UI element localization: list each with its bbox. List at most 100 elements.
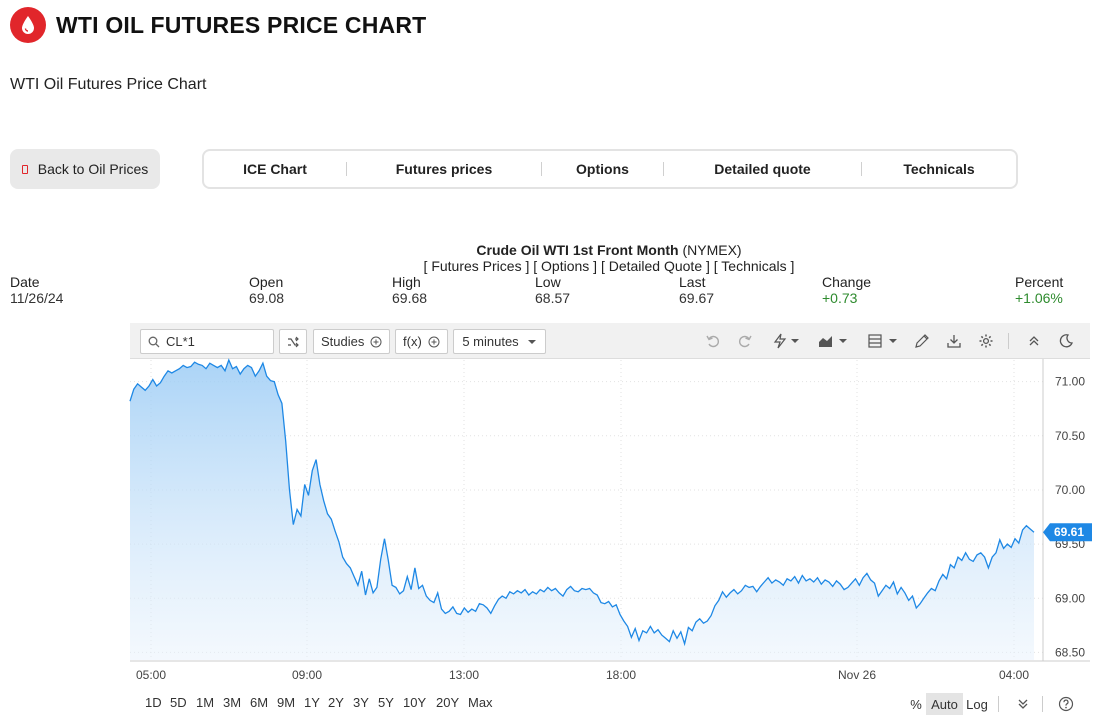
x-tick-label: 04:00 bbox=[999, 668, 1029, 682]
range-2y[interactable]: 2Y bbox=[328, 695, 344, 710]
tab-futures-prices[interactable]: Futures prices bbox=[395, 161, 493, 177]
date-label: Date bbox=[10, 274, 40, 290]
symbol-input[interactable] bbox=[166, 334, 261, 349]
interval-select[interactable]: 5 minutes bbox=[453, 329, 546, 354]
draw-pencil-icon[interactable] bbox=[911, 331, 933, 351]
range-selector: 1D 5D 1M 3M 6M 9M 1Y 2Y 3Y 5Y 10Y 20Y Ma… bbox=[130, 690, 1090, 718]
quote-percent: Percent +1.06% bbox=[1015, 274, 1063, 306]
range-5d[interactable]: 5D bbox=[170, 695, 187, 710]
price-line bbox=[129, 358, 1035, 647]
add-circle-icon bbox=[370, 336, 382, 347]
tab-technicals[interactable]: Technicals bbox=[903, 161, 975, 177]
range-divider bbox=[998, 696, 999, 712]
add-circle-icon bbox=[428, 336, 440, 347]
tab-ice-chart[interactable]: ICE Chart bbox=[243, 161, 307, 177]
x-tick-label: 09:00 bbox=[292, 668, 322, 682]
quote-high: High 69.68 bbox=[392, 274, 427, 306]
page-header: WTI OIL FUTURES PRICE CHART bbox=[10, 5, 426, 45]
range-5y[interactable]: 5Y bbox=[378, 695, 394, 710]
range-1m[interactable]: 1M bbox=[196, 695, 215, 710]
y-tick-label: 71.00 bbox=[1055, 375, 1085, 389]
quote-last: Last 69.67 bbox=[679, 274, 714, 306]
last-price-badge-label: 69.61 bbox=[1054, 525, 1084, 539]
range-divider bbox=[1042, 696, 1043, 712]
low-value: 68.57 bbox=[535, 290, 571, 306]
back-icon bbox=[21, 164, 28, 174]
x-tick-label: 18:00 bbox=[606, 668, 636, 682]
interval-label: 5 minutes bbox=[462, 334, 519, 349]
last-value: 69.67 bbox=[679, 290, 715, 306]
instrument-title: Crude Oil WTI 1st Front Month (NYMEX) bbox=[0, 242, 1098, 258]
last-price-badge: 69.61 bbox=[1043, 523, 1092, 542]
y-tick-label: 69.00 bbox=[1055, 591, 1085, 605]
functions-button[interactable]: f(x) bbox=[395, 329, 448, 354]
range-10y[interactable]: 10Y bbox=[403, 695, 427, 710]
toolbar-divider bbox=[1008, 333, 1009, 349]
studies-button[interactable]: Studies bbox=[313, 329, 391, 354]
search-icon bbox=[148, 336, 160, 347]
auto-scale-toggle[interactable]: Auto bbox=[926, 693, 963, 715]
tab-divider bbox=[861, 162, 862, 176]
functions-label: f(x) bbox=[403, 334, 422, 349]
events-icon[interactable] bbox=[770, 331, 802, 351]
dark-mode-moon-icon[interactable] bbox=[1055, 331, 1077, 351]
chart-type-icon[interactable] bbox=[816, 331, 850, 351]
chart-tabs: ICE Chart Futures prices Options Detaile… bbox=[202, 149, 1018, 189]
range-1y[interactable]: 1Y bbox=[304, 695, 320, 710]
tab-divider bbox=[541, 162, 542, 176]
high-value: 69.68 bbox=[392, 290, 428, 306]
change-label: Change bbox=[822, 274, 872, 290]
high-label: High bbox=[392, 274, 421, 290]
shuffle-icon bbox=[288, 336, 299, 347]
tab-options[interactable]: Options bbox=[576, 161, 629, 177]
instrument-name: Crude Oil WTI 1st Front Month bbox=[476, 242, 679, 258]
page-subtitle: WTI Oil Futures Price Chart bbox=[10, 76, 207, 93]
range-max[interactable]: Max bbox=[468, 695, 493, 710]
instrument-links[interactable]: [ Futures Prices ] [ Options ] [ Detaile… bbox=[423, 258, 795, 274]
range-1d[interactable]: 1D bbox=[145, 695, 162, 710]
back-to-oil-prices-button[interactable]: Back to Oil Prices bbox=[10, 149, 160, 189]
percent-scale-toggle[interactable]: % bbox=[910, 696, 922, 712]
oil-drop-icon bbox=[10, 7, 46, 43]
price-area bbox=[130, 360, 1034, 660]
y-tick-label: 70.50 bbox=[1055, 429, 1085, 443]
x-tick-label: 05:00 bbox=[136, 668, 166, 682]
tab-divider bbox=[663, 162, 664, 176]
chart-toolbar: Studies f(x) 5 minutes bbox=[130, 323, 1090, 359]
display-settings-icon[interactable] bbox=[866, 331, 900, 351]
range-3y[interactable]: 3Y bbox=[353, 695, 369, 710]
caret-down-icon bbox=[527, 339, 536, 344]
last-label: Last bbox=[679, 274, 706, 290]
symbol-search[interactable] bbox=[140, 329, 274, 354]
range-9m[interactable]: 9M bbox=[277, 695, 296, 710]
quote-low: Low 68.57 bbox=[535, 274, 570, 306]
page-title: WTI OIL FUTURES PRICE CHART bbox=[56, 11, 427, 38]
undo-icon[interactable] bbox=[702, 331, 724, 351]
quote-change: Change +0.73 bbox=[822, 274, 871, 306]
download-icon[interactable] bbox=[943, 331, 965, 351]
range-6m[interactable]: 6M bbox=[250, 695, 269, 710]
open-label: Open bbox=[249, 274, 284, 290]
date-value: 11/26/24 bbox=[10, 290, 64, 306]
log-scale-toggle[interactable]: Log bbox=[966, 696, 988, 712]
tab-detailed-quote[interactable]: Detailed quote bbox=[714, 161, 811, 177]
percent-value: +1.06% bbox=[1015, 290, 1063, 306]
quote-open: Open 69.08 bbox=[249, 274, 284, 306]
range-3m[interactable]: 3M bbox=[223, 695, 242, 710]
compare-button[interactable] bbox=[279, 329, 307, 354]
collapse-up-icon[interactable] bbox=[1023, 331, 1045, 351]
change-value: +0.73 bbox=[822, 290, 858, 306]
open-value: 69.08 bbox=[249, 290, 285, 306]
percent-label: Percent bbox=[1015, 274, 1064, 290]
y-tick-label: 70.00 bbox=[1055, 483, 1085, 497]
range-20y[interactable]: 20Y bbox=[436, 695, 460, 710]
tab-divider bbox=[346, 162, 347, 176]
low-label: Low bbox=[535, 274, 561, 290]
expand-down-icon[interactable] bbox=[1014, 693, 1032, 715]
redo-icon[interactable] bbox=[734, 331, 756, 351]
studies-label: Studies bbox=[321, 334, 365, 349]
x-tick-label: Nov 26 bbox=[838, 668, 876, 682]
gear-icon[interactable] bbox=[975, 331, 997, 351]
help-icon[interactable] bbox=[1056, 693, 1076, 715]
